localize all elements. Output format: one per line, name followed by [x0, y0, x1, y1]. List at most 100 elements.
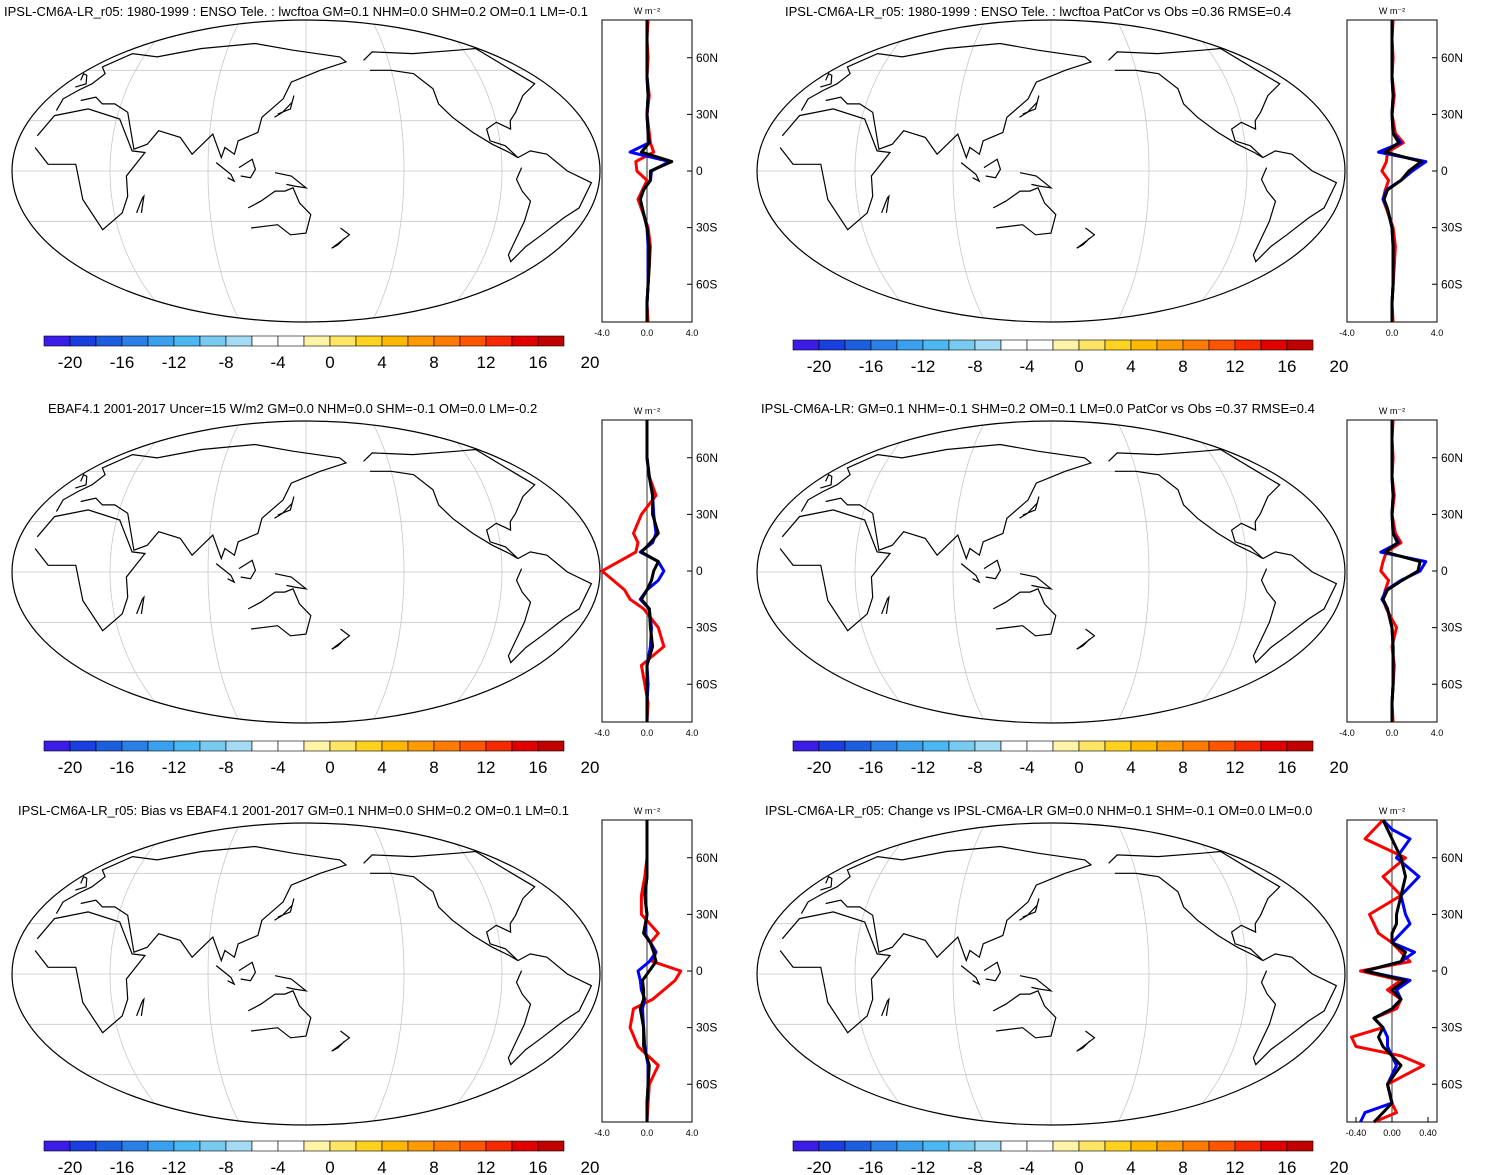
world-map — [11, 420, 601, 724]
colorbar-swatch — [870, 339, 898, 351]
panel-6: IPSL-CM6A-LR_r05: Change vs IPSL-CM6A-LR… — [745, 795, 1489, 1175]
x-tick-label: 4.0 — [686, 328, 699, 338]
colorbar-swatch — [1286, 1140, 1314, 1152]
colorbar-swatch — [1052, 740, 1080, 752]
colorbar-swatch — [1182, 740, 1210, 752]
colorbar-swatch — [381, 1140, 409, 1152]
profile-series-2 — [1377, 20, 1428, 322]
lat-tick-label: 30S — [1441, 221, 1462, 235]
profile-series-2 — [1359, 818, 1421, 1123]
colorbar-swatch — [43, 740, 71, 752]
colorbar-swatch — [922, 740, 950, 752]
colorbar-tick-label: 4 — [377, 353, 386, 372]
colorbar-tick-label: -8 — [967, 1158, 982, 1175]
x-tick-label: 4.0 — [686, 1128, 699, 1138]
colorbar-swatch — [485, 740, 513, 752]
colorbar-swatch — [355, 740, 383, 752]
colorbar-swatch — [1104, 740, 1132, 752]
colorbar-swatch — [511, 335, 539, 347]
colorbar-tick-label: -20 — [807, 357, 832, 376]
panel-title: IPSL-CM6A-LR_r05: Change vs IPSL-CM6A-LR… — [765, 803, 1313, 818]
colorbar-swatch — [251, 1140, 279, 1152]
colorbar-tick-label: 12 — [1226, 357, 1245, 376]
coastlines — [779, 32, 1338, 263]
colorbar-swatch — [1234, 1140, 1262, 1152]
colorbar-tick-label: 4 — [377, 1158, 386, 1175]
colorbar-tick-label: -16 — [859, 357, 884, 376]
map-content — [757, 20, 1345, 322]
colorbar-swatch — [844, 740, 872, 752]
profile-series-1 — [1350, 818, 1425, 1124]
colorbar-swatch — [1260, 339, 1288, 351]
x-tick-label: -4.0 — [594, 1128, 610, 1138]
colorbar-swatch — [974, 740, 1002, 752]
colorbar-tick-label: -4 — [1019, 357, 1034, 376]
world-map — [11, 822, 601, 1126]
colorbar-swatch — [407, 1140, 435, 1152]
colorbar-swatch — [1156, 1140, 1184, 1152]
colorbar-tick-label: 8 — [1178, 758, 1187, 777]
colorbar-swatch — [69, 335, 97, 347]
colorbar-swatch — [485, 335, 513, 347]
colorbar-tick-label: -8 — [218, 758, 233, 777]
colorbar-tick-label: 8 — [429, 1158, 438, 1175]
colorbar-swatch — [95, 335, 123, 347]
colorbar-swatch — [974, 339, 1002, 351]
colorbar-tick-label: 8 — [429, 353, 438, 372]
panel-title: IPSL-CM6A-LR_r05: 1980-1999 : ENSO Tele.… — [785, 4, 1292, 19]
lat-tick-label: 30S — [696, 1021, 717, 1035]
map-content — [12, 823, 600, 1125]
colorbar-swatch — [1208, 1140, 1236, 1152]
colorbar-swatch — [1052, 1140, 1080, 1152]
colorbar-swatch — [147, 740, 175, 752]
colorbar-swatch — [1156, 339, 1184, 351]
units-label: W m⁻² — [1379, 806, 1405, 816]
colorbar-swatch — [844, 339, 872, 351]
colorbar-swatch — [407, 740, 435, 752]
x-tick-label: -4.0 — [594, 728, 610, 738]
x-tick-label: -4.0 — [1339, 328, 1355, 338]
colorbar-tick-label: 0 — [1074, 1158, 1083, 1175]
colorbar-swatch — [792, 1140, 820, 1152]
colorbar-tick-label: -16 — [110, 758, 135, 777]
colorbar-swatch — [1286, 339, 1314, 351]
coastlines — [34, 433, 593, 664]
colorbar-swatch — [1208, 740, 1236, 752]
colorbar-swatch — [147, 1140, 175, 1152]
colorbar-swatch — [511, 740, 539, 752]
colorbar-tick-label: 20 — [581, 758, 600, 777]
colorbar-swatch — [1078, 1140, 1106, 1152]
colorbar-swatch — [974, 1140, 1002, 1152]
colorbar-swatch — [1026, 740, 1054, 752]
colorbar-swatch — [251, 740, 279, 752]
colorbar-tick-label: 20 — [581, 353, 600, 372]
colorbar-swatch — [870, 740, 898, 752]
map-content — [757, 421, 1345, 723]
colorbar-swatch — [121, 740, 149, 752]
panel-title: IPSL-CM6A-LR_r05: 1980-1999 : ENSO Tele.… — [4, 4, 588, 19]
colorbar-swatch — [433, 740, 461, 752]
colorbar-swatch — [948, 339, 976, 351]
colorbar-tick-label: 4 — [1126, 758, 1135, 777]
colorbar-swatch — [1260, 1140, 1288, 1152]
lat-tick-label: 60S — [1441, 277, 1462, 291]
lat-tick-label: 60N — [696, 451, 718, 465]
colorbar-swatch — [1130, 1140, 1158, 1152]
colorbar-tick-label: 12 — [477, 758, 496, 777]
profile-series-3 — [638, 820, 658, 1122]
x-tick-label: 0.0 — [641, 328, 654, 338]
colorbar-swatch — [121, 335, 149, 347]
colorbar: -20 -16 -12 -8 -4 0 4 8 12 16 20 — [43, 335, 599, 372]
lat-tick-label: 0 — [1441, 164, 1448, 178]
colorbar-tick-label: -16 — [110, 353, 135, 372]
colorbar-swatch — [433, 1140, 461, 1152]
colorbar-swatch — [792, 339, 820, 351]
colorbar-swatch — [381, 335, 409, 347]
colorbar-swatch — [95, 740, 123, 752]
colorbar-swatch — [1104, 339, 1132, 351]
colorbar: -20 -16 -12 -8 -4 0 4 8 12 16 20 — [43, 1140, 599, 1175]
panel-2: IPSL-CM6A-LR_r05: 1980-1999 : ENSO Tele.… — [745, 0, 1489, 390]
lat-tick-label: 60S — [696, 677, 717, 691]
lat-tick-label: 0 — [1441, 964, 1448, 978]
lat-tick-label: 60S — [696, 277, 717, 291]
